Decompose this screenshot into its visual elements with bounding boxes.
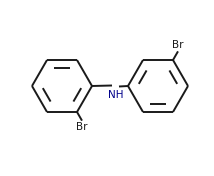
Text: Br: Br: [76, 122, 88, 132]
Text: NH: NH: [108, 90, 123, 100]
Text: Br: Br: [172, 40, 184, 50]
